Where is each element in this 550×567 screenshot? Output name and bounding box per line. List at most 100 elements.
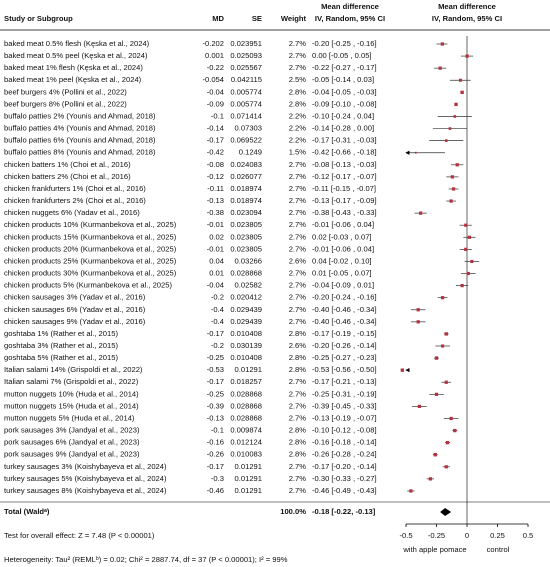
ci-value: -0.40 [-0.46 , -0.34] xyxy=(312,317,377,326)
weight-value: 2.8% xyxy=(289,99,307,108)
study-label: baked meat 0.5% flesh (Kęska et al., 202… xyxy=(4,39,150,48)
md-value: -0.25 xyxy=(207,353,224,362)
se-value: 0.018974 xyxy=(230,196,262,205)
effect-marker xyxy=(434,392,439,396)
md-value: -0.25 xyxy=(207,389,224,398)
weight-value: 2.7% xyxy=(289,317,307,326)
weight-value: 2.7% xyxy=(289,486,307,495)
weight-value: 2.7% xyxy=(289,220,307,229)
study-label: turkey sausages 5% (Koishybayeva et al.,… xyxy=(4,474,167,483)
md-value: -0.09 xyxy=(207,99,224,108)
weight-value: 2.7% xyxy=(289,462,307,471)
effect-marker xyxy=(444,139,448,142)
effect-marker xyxy=(414,151,417,154)
weight-value: 2.7% xyxy=(289,281,307,290)
weight-value: 2.2% xyxy=(289,111,307,120)
md-value: -0.13 xyxy=(207,196,224,205)
study-label: chicken products 20% (Kurmanbekova et al… xyxy=(4,244,177,253)
study-label: beef burgers 8% (Pollini et al., 2022) xyxy=(4,99,127,108)
effect-marker xyxy=(441,344,445,348)
study-label: Italian salami 14% (Grispoldi et al., 20… xyxy=(4,365,143,374)
se-value: 0.023805 xyxy=(230,220,262,229)
weight-value: 2.8% xyxy=(289,353,307,362)
study-label: pork sausages 6% (Jandyal et al., 2023) xyxy=(4,438,140,447)
study-label: chicken sausages 6% (Yadav et al., 2016) xyxy=(4,305,146,314)
study-label: chicken batters 1% (Choi et al., 2016) xyxy=(4,160,131,169)
se-value: 0.01291 xyxy=(235,486,262,495)
weight-value: 2.7% xyxy=(289,196,307,205)
md-value: -0.11 xyxy=(207,184,224,193)
md-value: -0.08 xyxy=(207,160,224,169)
study-label: baked meat 1% flesh (Kęska et al., 2024) xyxy=(4,63,143,72)
weight-value: 2.7% xyxy=(289,172,307,181)
se-value: 0.010408 xyxy=(230,329,262,338)
ci-value: 0.01 [-0.05 , 0.07] xyxy=(312,269,372,278)
ci-value: -0.08 [-0.13 , -0.03] xyxy=(312,160,377,169)
se-value: 0.042115 xyxy=(231,75,262,84)
md-value: -0.2 xyxy=(211,293,224,302)
effect-marker xyxy=(453,115,457,118)
md-value: -0.202 xyxy=(202,39,224,48)
header-study: Study or Subgroup xyxy=(4,14,73,23)
ci-value: -0.11 [-0.15 , -0.07] xyxy=(312,184,376,193)
weight-value: 2.7% xyxy=(289,305,307,314)
weight-value: 2.7% xyxy=(289,377,307,386)
se-value: 0.005774 xyxy=(230,99,262,108)
effect-marker xyxy=(438,66,442,70)
effect-marker xyxy=(464,247,468,251)
weight-value: 2.5% xyxy=(289,75,307,84)
study-label: buffalo patties 4% (Younis and Ahmad, 20… xyxy=(4,124,156,133)
study-label: goshtaba 1% (Rather et al., 2015) xyxy=(4,329,118,338)
se-value: 0.01291 xyxy=(235,365,262,374)
se-value: 0.03266 xyxy=(235,256,262,265)
ci-value: -0.16 [-0.18 , -0.14] xyxy=(312,438,377,447)
ci-value: -0.10 [-0.24 , 0.04] xyxy=(312,111,374,120)
se-value: 0.010408 xyxy=(230,353,262,362)
se-value: 0.024083 xyxy=(230,160,262,169)
md-value: -0.04 xyxy=(207,281,224,290)
header-ci-title: Mean difference xyxy=(321,2,379,11)
study-label: chicken nuggets 6% (Yadav et al., 2016) xyxy=(4,208,140,217)
md-value: -0.3 xyxy=(211,474,224,483)
ci-value: -0.25 [-0.31 , -0.19] xyxy=(312,389,377,398)
weight-value: 2.7% xyxy=(289,474,307,483)
study-label: buffalo patties 2% (Younis and Ahmad, 20… xyxy=(4,111,156,120)
md-value: -0.01 xyxy=(207,220,224,229)
se-value: 0.018974 xyxy=(230,184,262,193)
se-value: 0.020412 xyxy=(230,293,262,302)
weight-value: 2.8% xyxy=(289,87,307,96)
se-value: 0.025567 xyxy=(230,63,262,72)
ci-value: -0.46 [-0.49 , -0.43] xyxy=(312,486,377,495)
se-value: 0.01291 xyxy=(235,462,262,471)
weight-value: 2.7% xyxy=(289,389,307,398)
effect-marker xyxy=(409,489,413,493)
study-label: mutton nuggets 15% (Huda et al., 2014) xyxy=(4,401,139,410)
md-value: 0.01 xyxy=(209,269,224,278)
ci-value: -0.17 [-0.21 , -0.13] xyxy=(312,377,377,386)
x-tick-label: 0.25 xyxy=(490,531,505,540)
total-diamond xyxy=(440,508,452,516)
total-label: Total (Waldᵃ) xyxy=(4,507,50,516)
effect-marker xyxy=(450,175,454,179)
ci-value: -0.30 [-0.33 , -0.27] xyxy=(312,474,377,483)
total-ci: -0.18 [-0.22, -0.13] xyxy=(312,507,376,516)
se-value: 0.023805 xyxy=(230,244,262,253)
ci-value: -0.13 [-0.19 , -0.07] xyxy=(312,413,377,422)
study-label: pork sausages 3% (Jandyal et al., 2023) xyxy=(4,426,140,435)
effect-marker xyxy=(449,199,453,203)
header-plot-sub: IV, Random, 95% CI xyxy=(432,14,502,23)
se-value: 0.023805 xyxy=(230,232,262,241)
effect-marker xyxy=(466,271,470,276)
effect-marker xyxy=(416,308,420,312)
md-value: -0.01 xyxy=(207,244,224,253)
study-label: beef burgers 4% (Pollini et al., 2022) xyxy=(4,87,127,96)
ci-value: -0.25 [-0.27 , -0.23] xyxy=(312,353,377,362)
weight-value: 2.7% xyxy=(289,208,307,217)
ci-value: 0.02 [-0.03 , 0.07] xyxy=(312,232,372,241)
study-label: buffalo patties 8% (Younis and Ahmad, 20… xyxy=(4,148,156,157)
se-value: 0.029439 xyxy=(230,305,262,314)
ci-value: -0.20 [-0.24 , -0.16] xyxy=(312,293,377,302)
ci-value: -0.01 [-0.06 , 0.04] xyxy=(312,220,374,229)
header-plot-title: Mean difference xyxy=(438,2,496,11)
